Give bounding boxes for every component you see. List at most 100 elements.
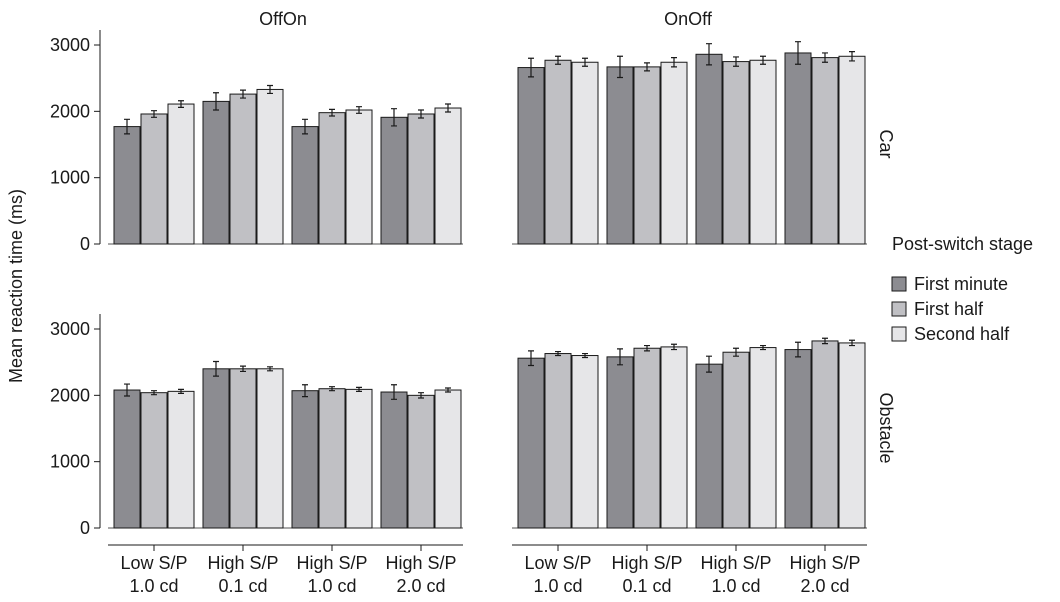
bar-onoff-obstacle-first-half-2 [722, 351, 750, 529]
error-bar-onoff-obstacle-first-half-0 [555, 350, 561, 357]
error-bar-onoff-car-first-minute-3 [795, 41, 801, 65]
x-tick-label-offon-3-1: 2.0 cd [396, 576, 445, 596]
bar-offon-obstacle-first-minute-1 [202, 368, 230, 529]
column-header-onoff: OnOff [664, 9, 713, 29]
legend-label-first-minute: First minute [914, 274, 1008, 294]
bar-offon-car-first-half-2 [318, 112, 346, 245]
error-bar-offon-obstacle-first-half-1 [240, 365, 246, 373]
error-bar-onoff-car-first-minute-2 [706, 43, 712, 66]
x-tick-label-offon-0-0: Low S/P [120, 553, 187, 573]
x-tick-label-onoff-0-1: 1.0 cd [533, 576, 582, 596]
y-tick-label-obstacle-0: 0 [80, 518, 90, 538]
error-bar-offon-obstacle-first-half-2 [329, 386, 335, 392]
error-bar-offon-car-second-half-3 [445, 103, 451, 113]
bar-offon-obstacle-second-half-1 [256, 368, 284, 529]
legend-label-second-half: Second half [914, 324, 1010, 344]
legend-label-first-half: First half [914, 299, 984, 319]
error-bar-offon-obstacle-first-minute-3 [391, 384, 397, 400]
y-tick-label-car-3000: 3000 [50, 35, 90, 55]
bar-offon-obstacle-second-half-2 [345, 388, 373, 529]
bar-onoff-car-first-half-3 [811, 57, 839, 245]
error-bar-onoff-obstacle-first-half-3 [822, 337, 828, 345]
error-bar-offon-obstacle-second-half-0 [178, 388, 184, 394]
x-tick-label-onoff-3-0: High S/P [789, 553, 860, 573]
bar-offon-obstacle-first-minute-2 [291, 390, 319, 529]
error-bar-onoff-car-first-minute-0 [528, 57, 534, 78]
error-bar-onoff-car-first-half-0 [555, 55, 561, 65]
bar-onoff-car-first-half-1 [633, 66, 661, 245]
bar-onoff-obstacle-first-minute-2 [695, 363, 723, 529]
bar-offon-obstacle-first-half-1 [229, 368, 257, 529]
error-bar-offon-obstacle-second-half-1 [267, 366, 273, 372]
error-bar-onoff-car-first-half-1 [644, 62, 650, 72]
bar-offon-obstacle-first-minute-3 [380, 391, 408, 529]
x-tick-label-onoff-2-0: High S/P [700, 553, 771, 573]
x-tick-label-onoff-2-1: 1.0 cd [711, 576, 760, 596]
bar-onoff-car-second-half-3 [838, 55, 866, 245]
error-bar-onoff-car-second-half-2 [760, 55, 766, 65]
bar-offon-obstacle-first-minute-0 [113, 389, 141, 529]
error-bar-onoff-car-second-half-1 [671, 57, 677, 68]
legend-swatch-second-half [891, 326, 907, 342]
bar-offon-obstacle-first-half-0 [140, 392, 168, 529]
bar-onoff-car-second-half-1 [660, 61, 688, 245]
error-bar-offon-obstacle-first-minute-2 [302, 384, 308, 398]
bar-offon-car-second-half-1 [256, 88, 284, 245]
error-bar-onoff-obstacle-first-half-1 [644, 344, 650, 352]
error-bar-offon-obstacle-second-half-3 [445, 387, 451, 393]
x-tick-label-offon-1-1: 0.1 cd [218, 576, 267, 596]
y-tick-label-car-1000: 1000 [50, 168, 90, 188]
error-bar-offon-obstacle-first-half-3 [418, 392, 424, 399]
bar-offon-car-second-half-3 [434, 107, 462, 245]
bar-onoff-obstacle-first-half-3 [811, 340, 839, 529]
y-tick-label-obstacle-2000: 2000 [50, 385, 90, 405]
error-bar-onoff-car-second-half-0 [582, 57, 588, 67]
bar-onoff-obstacle-first-minute-3 [784, 349, 812, 529]
x-tick-label-onoff-3-1: 2.0 cd [800, 576, 849, 596]
legend-title: Post-switch stage [892, 234, 1033, 254]
error-bar-offon-car-second-half-1 [267, 84, 273, 95]
error-bar-offon-car-second-half-2 [356, 106, 362, 114]
error-bar-offon-obstacle-first-minute-0 [124, 383, 130, 397]
bar-onoff-car-first-minute-0 [517, 67, 545, 245]
error-bar-onoff-car-first-half-3 [822, 52, 828, 63]
column-header-offon: OffOn [259, 9, 307, 29]
error-bar-offon-obstacle-first-minute-1 [213, 360, 219, 377]
bar-offon-car-second-half-2 [345, 109, 373, 245]
legend-swatch-first-half [891, 301, 907, 317]
x-tick-label-offon-0-1: 1.0 cd [129, 576, 178, 596]
error-bar-offon-car-second-half-0 [178, 100, 184, 108]
bar-onoff-car-second-half-0 [571, 61, 599, 245]
x-tick-label-onoff-1-0: High S/P [611, 553, 682, 573]
legend-swatch-first-minute [891, 276, 907, 292]
x-tick-label-offon-2-0: High S/P [296, 553, 367, 573]
y-tick-label-car-2000: 2000 [50, 101, 90, 121]
bar-onoff-car-first-minute-1 [606, 66, 634, 245]
bar-offon-car-first-half-1 [229, 93, 257, 245]
error-bar-onoff-obstacle-first-minute-0 [528, 350, 534, 367]
bar-onoff-car-first-half-0 [544, 59, 572, 245]
error-bar-onoff-obstacle-first-half-2 [733, 347, 739, 357]
error-bar-onoff-obstacle-second-half-0 [582, 352, 588, 359]
error-bar-onoff-obstacle-first-minute-3 [795, 341, 801, 358]
error-bar-onoff-obstacle-second-half-2 [760, 344, 766, 351]
y-tick-label-obstacle-1000: 1000 [50, 452, 90, 472]
y-tick-label-obstacle-3000: 3000 [50, 319, 90, 339]
bar-onoff-obstacle-second-half-0 [571, 355, 599, 529]
error-bar-offon-car-first-half-1 [240, 89, 246, 99]
bar-onoff-obstacle-first-half-1 [633, 347, 661, 529]
bar-onoff-car-first-minute-2 [695, 53, 723, 245]
bar-offon-car-first-minute-1 [202, 100, 230, 245]
bar-offon-car-first-minute-3 [380, 116, 408, 245]
error-bar-onoff-car-first-minute-1 [617, 55, 623, 79]
chart-marks: 0 1000 2000 3000 0 1000 2000 3000 Low S/P 1.0 cd H… [50, 30, 867, 596]
x-tick-label-offon-2-1: 1.0 cd [307, 576, 356, 596]
bar-onoff-obstacle-second-half-3 [838, 342, 866, 529]
bar-offon-car-second-half-0 [167, 103, 195, 245]
error-bar-offon-obstacle-second-half-2 [356, 386, 362, 392]
error-bar-offon-car-first-half-3 [418, 109, 424, 119]
y-axis-label: Mean reaction time (ms) [6, 189, 26, 383]
error-bar-offon-car-first-half-0 [151, 110, 157, 118]
bar-offon-obstacle-first-half-2 [318, 388, 346, 529]
bar-onoff-car-second-half-2 [749, 59, 777, 245]
